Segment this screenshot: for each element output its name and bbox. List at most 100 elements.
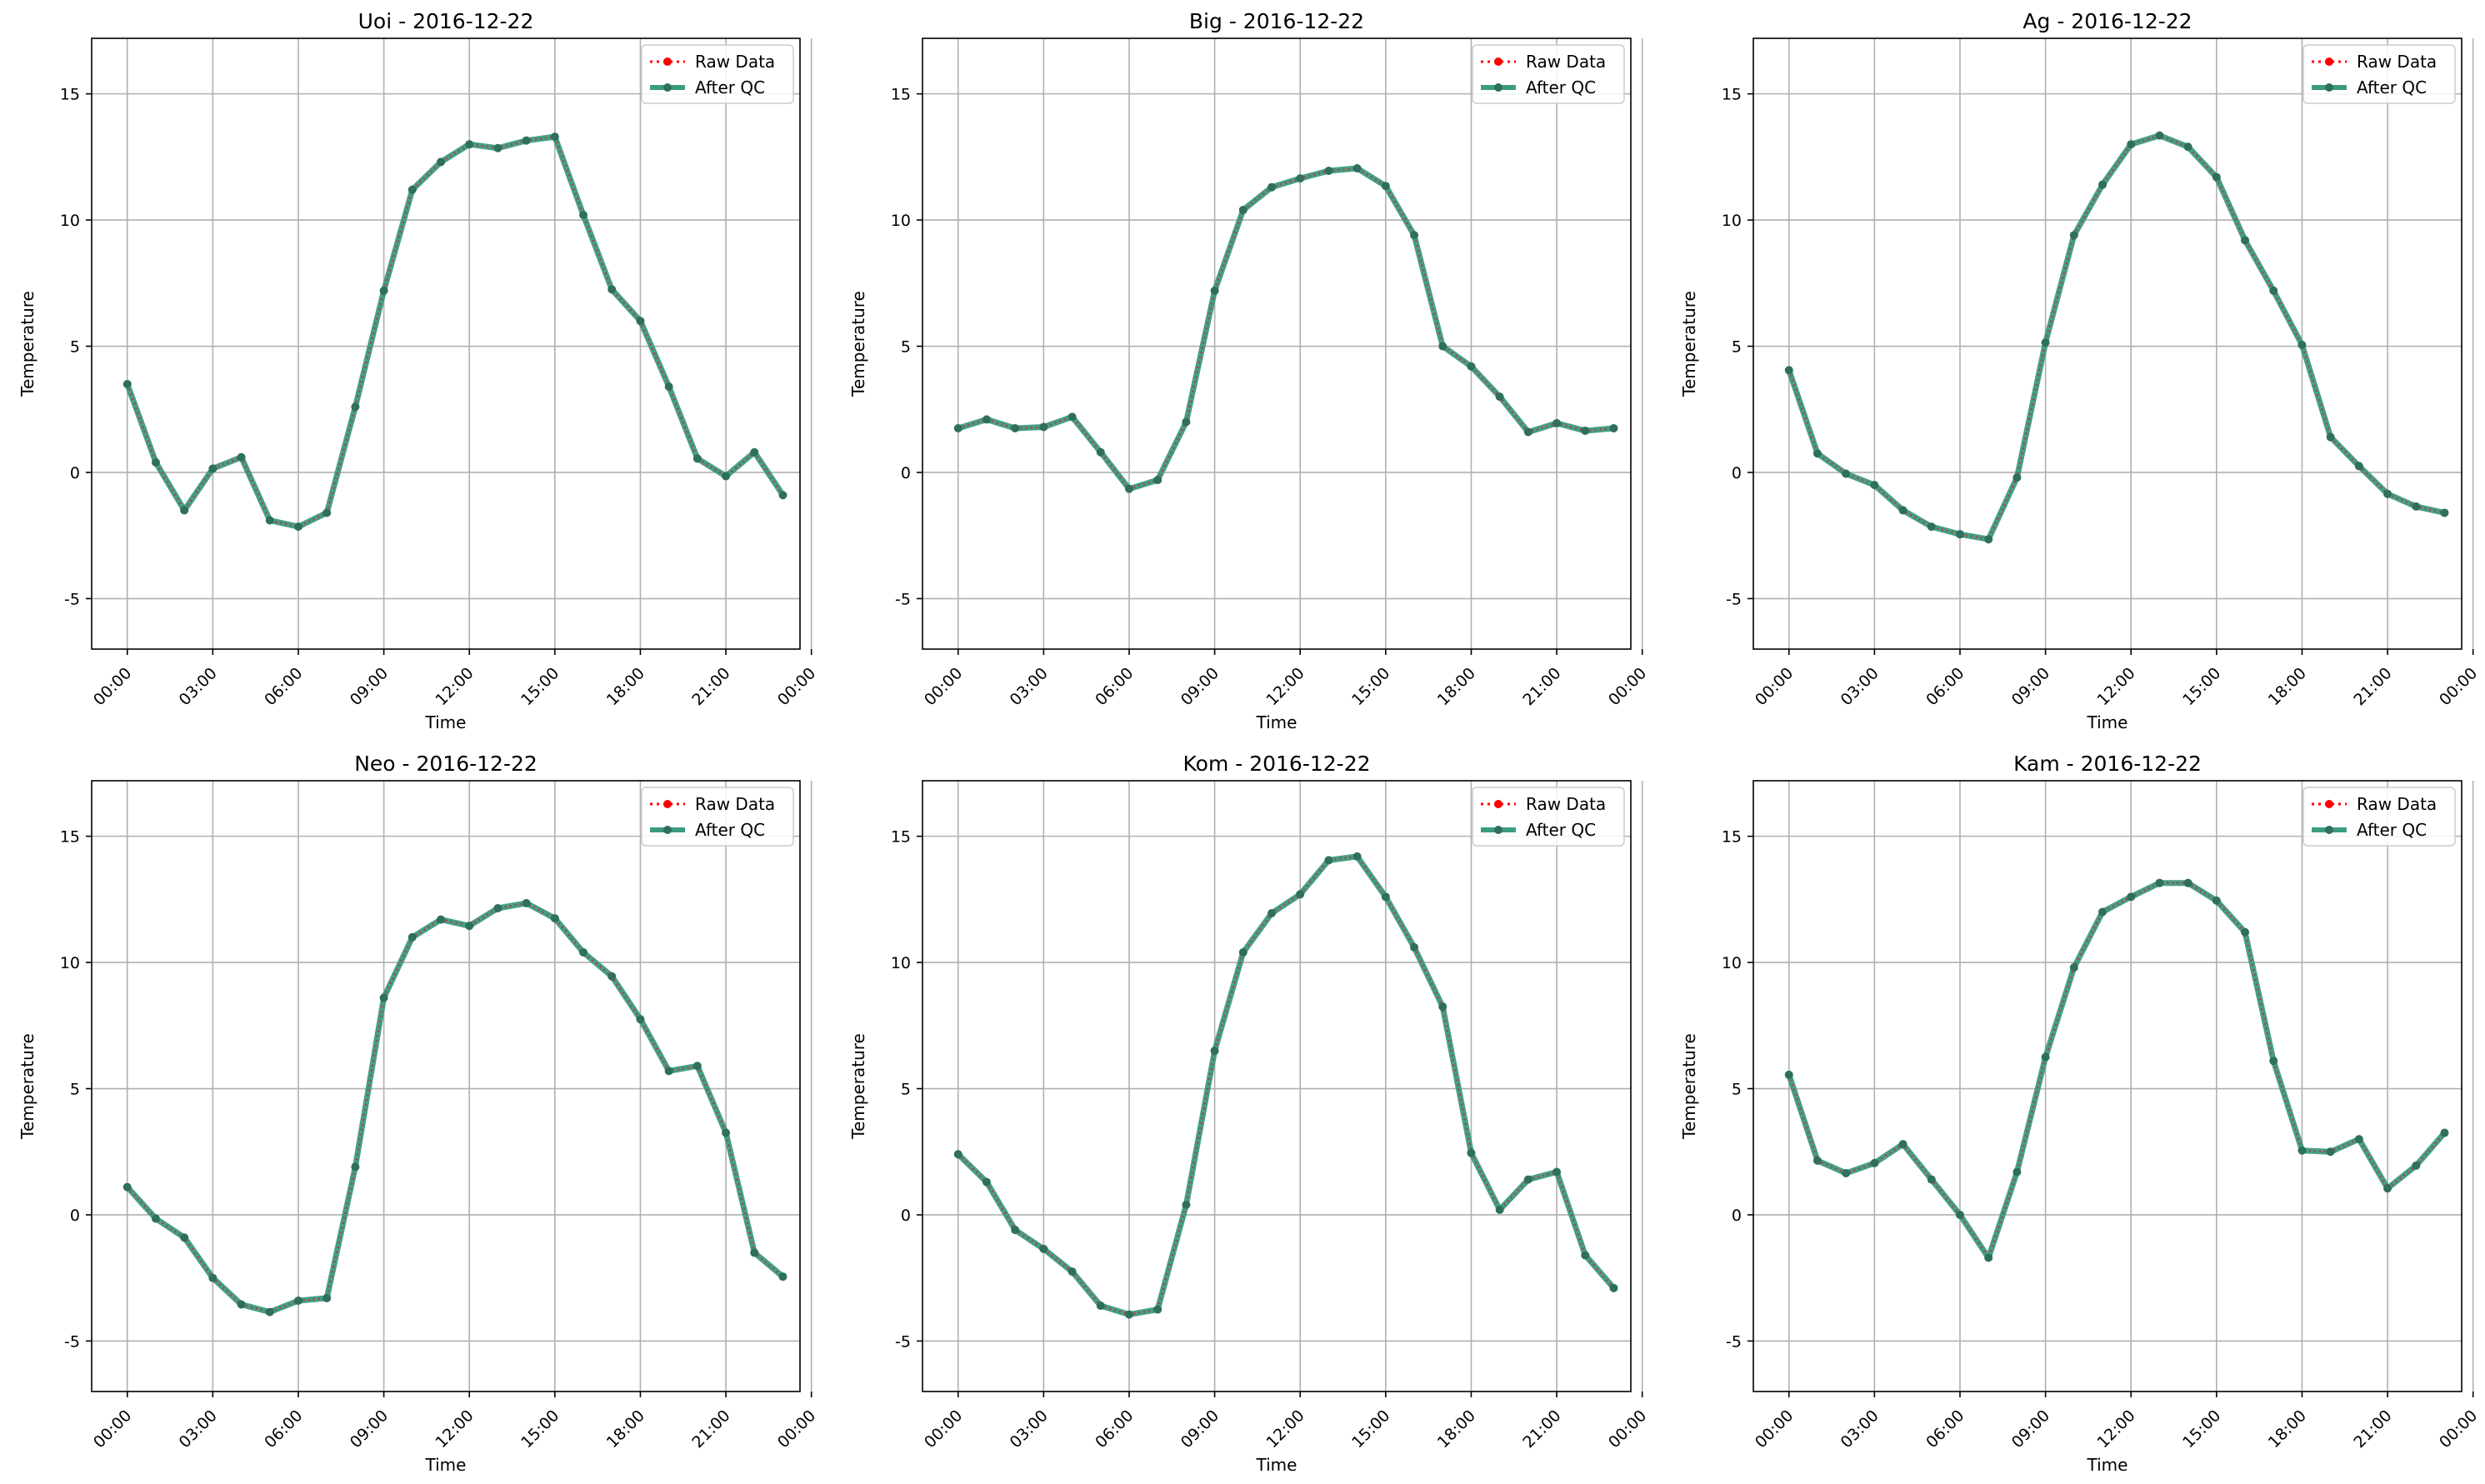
data-point xyxy=(1182,1200,1191,1209)
data-point xyxy=(2098,180,2108,189)
y-axis-label: Temperature xyxy=(848,291,868,397)
data-point xyxy=(322,1293,332,1302)
chart-panel-1: -5 0 5 10 15 00:00 03:00 06:00 09:00 12:00 15:00 18… xyxy=(18,9,819,732)
data-point xyxy=(1812,1156,1822,1165)
data-point xyxy=(493,143,502,152)
y-tick-label: 5 xyxy=(1732,338,1742,357)
data-point xyxy=(2241,236,2250,245)
x-tick-label: 21:00 xyxy=(688,1407,733,1452)
data-point xyxy=(2412,1161,2421,1170)
data-point xyxy=(1296,174,1305,183)
legend: Raw Data After QC xyxy=(641,44,794,104)
y-axis-label: Temperature xyxy=(1679,1033,1699,1140)
legend-raw-label: Raw Data xyxy=(695,794,775,814)
y-tick-label: 15 xyxy=(60,86,80,104)
chart-panel-6: -5 0 5 10 15 00:00 03:00 06:00 09:00 12:00 15:00 18… xyxy=(1679,752,2481,1475)
data-point xyxy=(2012,1167,2022,1177)
data-point xyxy=(408,185,417,194)
x-tick-label: 21:00 xyxy=(2350,1407,2395,1452)
data-point xyxy=(265,516,274,525)
x-tick-label: 09:00 xyxy=(2008,664,2053,709)
data-point xyxy=(151,1214,160,1223)
data-point xyxy=(122,1182,132,1192)
data-point xyxy=(465,922,474,931)
x-tick-label: 03:00 xyxy=(1007,1407,1052,1452)
data-point xyxy=(1955,530,1964,539)
legend-qc-label: After QC xyxy=(2357,77,2427,97)
data-point xyxy=(379,993,388,1002)
y-tick-label: 15 xyxy=(60,828,80,847)
data-point xyxy=(1898,1140,1908,1149)
y-tick-label: -5 xyxy=(64,590,80,608)
x-tick-label: 09:00 xyxy=(1178,664,1222,709)
legend: Raw Data After QC xyxy=(641,787,794,847)
data-point xyxy=(208,1273,218,1282)
y-tick-label: 15 xyxy=(1722,86,1742,104)
data-point xyxy=(1523,427,1532,437)
legend: Raw Data After QC xyxy=(1472,787,1625,847)
x-axis-label: Time xyxy=(1256,712,1298,732)
data-point xyxy=(2326,432,2335,442)
y-axis-label: Temperature xyxy=(848,1033,868,1140)
y-tick-label: 10 xyxy=(60,212,80,230)
data-point xyxy=(664,382,673,391)
data-point xyxy=(953,1150,962,1159)
x-tick-label: 18:00 xyxy=(2265,664,2310,709)
data-point xyxy=(2155,878,2164,887)
y-tick-label: -5 xyxy=(895,590,911,608)
legend-raw-label: Raw Data xyxy=(1526,52,1606,72)
y-axis-label: Temperature xyxy=(1679,291,1699,397)
data-point xyxy=(1870,1158,1879,1167)
data-point xyxy=(465,140,474,149)
data-point xyxy=(379,286,388,295)
x-axis-label: Time xyxy=(1256,1455,1298,1475)
data-point xyxy=(2383,1184,2392,1193)
series-raw-line xyxy=(1788,134,2445,541)
series-after-qc-line xyxy=(956,853,1617,1318)
legend-raw-marker xyxy=(663,57,672,66)
chart-panel-4: -5 0 5 10 15 00:00 03:00 06:00 09:00 12:00 15:00 18… xyxy=(18,752,819,1475)
data-point xyxy=(608,972,617,981)
x-tick-label: 03:00 xyxy=(1007,664,1052,709)
y-tick-label: -5 xyxy=(1726,590,1742,608)
data-point xyxy=(982,1177,991,1187)
series-after-qc-line xyxy=(1786,880,2448,1261)
x-tick-label: 12:00 xyxy=(1262,664,1308,709)
data-point xyxy=(1238,205,1248,214)
data-point xyxy=(1381,182,1390,191)
y-tick-label: 10 xyxy=(60,954,80,972)
x-axis-label: Time xyxy=(2087,1455,2128,1475)
data-point xyxy=(750,1248,759,1257)
y-tick-label: 0 xyxy=(1732,464,1742,482)
y-tick-label: 5 xyxy=(901,1081,911,1099)
data-point xyxy=(1039,422,1048,432)
data-point xyxy=(1324,167,1333,176)
data-point xyxy=(1784,366,1793,375)
legend-qc-marker xyxy=(663,826,672,834)
x-tick-label: 06:00 xyxy=(1092,664,1137,709)
x-tick-label: 00:00 xyxy=(2436,664,2481,709)
x-tick-label: 00:00 xyxy=(921,664,966,709)
data-point xyxy=(437,915,446,924)
x-tick-label: 09:00 xyxy=(1178,1407,1222,1452)
data-point xyxy=(1495,392,1504,402)
data-point xyxy=(1011,423,1020,432)
legend-qc-marker xyxy=(663,83,672,92)
x-tick-label: 06:00 xyxy=(1092,1407,1137,1452)
data-point xyxy=(180,1233,189,1242)
x-tick-label: 12:00 xyxy=(432,1407,477,1452)
data-point xyxy=(750,447,759,457)
data-point xyxy=(151,457,160,467)
x-tick-label: 15:00 xyxy=(1348,1407,1393,1452)
data-point xyxy=(1927,522,1936,532)
data-point xyxy=(722,472,731,481)
legend-raw-marker xyxy=(663,800,672,808)
x-tick-label: 12:00 xyxy=(1262,1407,1308,1452)
data-point xyxy=(2098,907,2108,917)
data-point xyxy=(1581,1251,1590,1260)
data-point xyxy=(2412,502,2421,511)
data-point xyxy=(778,1272,788,1282)
data-point xyxy=(1268,182,1277,192)
data-point xyxy=(408,932,417,942)
data-point xyxy=(1238,947,1248,957)
